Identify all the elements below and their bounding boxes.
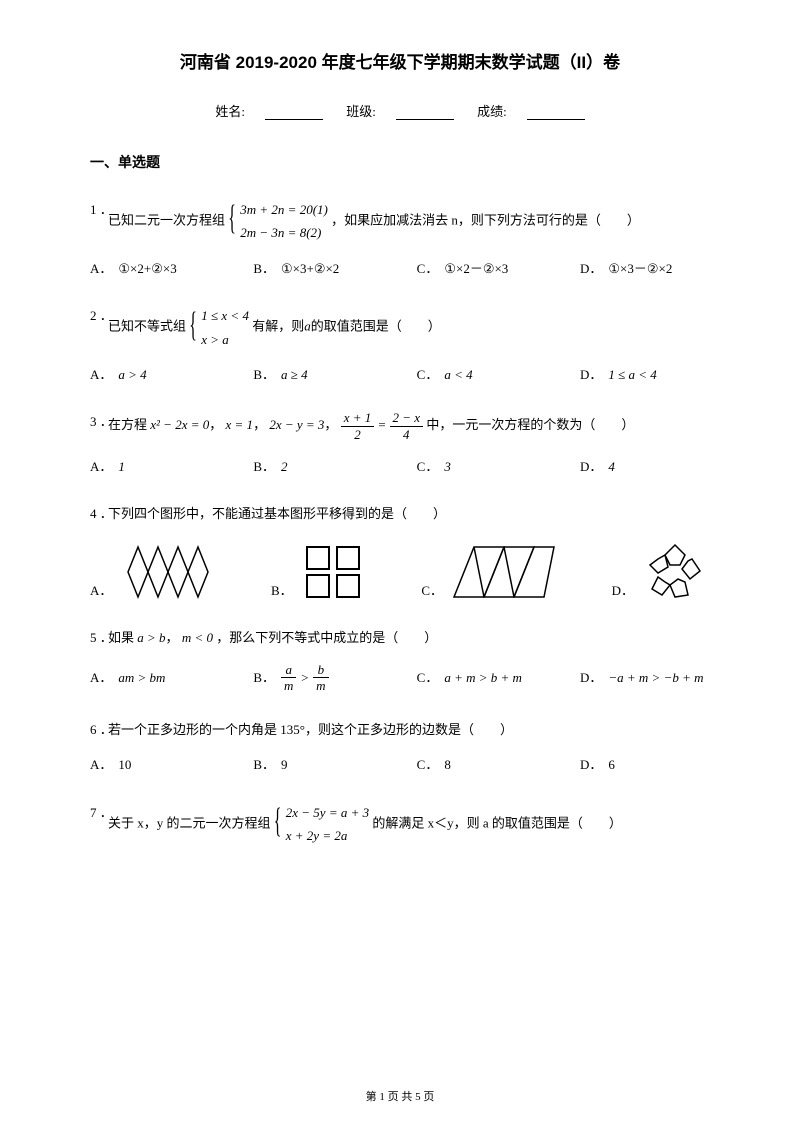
q5-cond2: m < 0	[182, 630, 213, 645]
page-title: 河南省 2019-2020 年度七年级下学期期末数学试题（II）卷	[90, 48, 710, 73]
q3-eq3: 2x − y = 3	[269, 417, 324, 432]
q2-option-d: D．1 ≤ a < 4	[580, 363, 710, 386]
q7-sys2: x + 2y = 2a	[286, 828, 348, 843]
q6-option-a: A．10	[90, 753, 220, 776]
parallelograms-icon	[449, 542, 559, 602]
q1-option-d: D．①×3－②×2	[580, 257, 710, 280]
q3-eq2: x = 1	[226, 417, 254, 432]
q2-pre: 已知不等式组	[108, 319, 186, 334]
question-6: 6 ． 若一个正多边形的一个内角是 135°，则这个正多边形的边数是（ ） A．…	[90, 718, 710, 777]
q6-option-c: C．8	[417, 753, 547, 776]
q5-option-a: A．am > bm	[90, 662, 220, 694]
q3-frac2: 2 − x4	[390, 410, 424, 442]
q5-option-b: B． am > bm	[253, 662, 383, 694]
q5-cond1: a > b	[137, 630, 165, 645]
q7-num: 7 ．	[90, 801, 113, 824]
q3-option-a: A．1	[90, 455, 220, 478]
class-label: 班级:	[346, 104, 376, 119]
four-rects-icon	[299, 542, 369, 602]
q3-frac1: x + 12	[341, 410, 375, 442]
q1-post: ，如果应加减法消去 n，则下列方法可行的是（ ）	[331, 212, 640, 227]
star-pentagons-icon	[640, 537, 710, 602]
q6-text: 若一个正多边形的一个内角是 135°，则这个正多边形的边数是（ ）	[108, 722, 513, 737]
class-blank	[396, 106, 454, 120]
q3-option-b: B．2	[253, 455, 383, 478]
question-1: 1 ． 已知二元一次方程组 3m + 2n = 20(1) 2m − 3n = …	[90, 198, 710, 280]
q1-pre: 已知二元一次方程组	[108, 212, 225, 227]
q2-post1: 有解，则	[252, 319, 304, 334]
q4-option-a: A．	[90, 542, 218, 602]
q2-num: 2 ．	[90, 304, 113, 327]
q1-sys1: 3m + 2n = 20(1)	[240, 202, 328, 217]
score-blank	[527, 106, 585, 120]
q7-sys1: 2x − 5y = a + 3	[286, 805, 369, 820]
name-label: 姓名:	[215, 104, 245, 119]
page-footer: 第 1 页 共 5 页	[0, 1088, 800, 1104]
q1-sys2: 2m − 3n = 8(2)	[240, 225, 321, 240]
q3-eq1: x² − 2x = 0	[150, 417, 209, 432]
score-label: 成绩:	[477, 104, 507, 119]
q2-system: 1 ≤ x < 4 x > a	[189, 304, 249, 351]
q2-post2: 的取值范围是（ ）	[311, 319, 441, 334]
q4-option-b: B．	[271, 542, 369, 602]
q3-pre: 在方程	[108, 417, 147, 432]
q1-option-c: C．①×2－②×3	[417, 257, 547, 280]
q4-option-d: D．	[612, 537, 710, 602]
q5-post: ，那么下列不等式中成立的是（ ）	[216, 630, 437, 645]
q4-num: 4 ．	[90, 502, 113, 525]
q7-system: 2x − 5y = a + 3 x + 2y = 2a	[274, 801, 369, 848]
q1-num: 1 ．	[90, 198, 113, 221]
q7-pre: 关于 x，y 的二元一次方程组	[108, 815, 271, 830]
q4-option-c: C．	[421, 542, 559, 602]
q2-option-a: A．a > 4	[90, 363, 220, 386]
q2-sys2: x > a	[201, 332, 229, 347]
q1-option-a: A．①×2+②×3	[90, 257, 220, 280]
q3-option-d: D．4	[580, 455, 710, 478]
q3-option-c: C．3	[417, 455, 547, 478]
q2-option-b: B．a ≥ 4	[253, 363, 383, 386]
diamond-row-icon	[118, 542, 218, 602]
q5-option-d: D．−a + m > −b + m	[580, 662, 710, 694]
q7-post: 的解满足 x＜y，则 a 的取值范围是（ ）	[372, 815, 622, 830]
question-5: 5 ． 如果 a > b， m < 0 ，那么下列不等式中成立的是（ ） A．a…	[90, 626, 710, 694]
name-blank	[265, 106, 323, 120]
q6-option-b: B．9	[253, 753, 383, 776]
q4-text: 下列四个图形中，不能通过基本图形平移得到的是（ ）	[108, 506, 446, 521]
q5-num: 5 ．	[90, 626, 113, 649]
info-line: 姓名: 班级: 成绩:	[90, 101, 710, 120]
q3-post: 中，一元一次方程的个数为（ ）	[426, 417, 634, 432]
question-3: 3 ． 在方程 x² − 2x = 0， x = 1， 2x − y = 3， …	[90, 410, 710, 478]
q3-num: 3 ．	[90, 410, 113, 433]
question-4: 4 ． 下列四个图形中，不能通过基本图形平移得到的是（ ） A． B．	[90, 502, 710, 602]
q2-sys1: 1 ≤ x < 4	[201, 308, 249, 323]
q1-option-b: B．①×3+②×2	[253, 257, 383, 280]
question-7: 7 ． 关于 x，y 的二元一次方程组 2x − 5y = a + 3 x + …	[90, 801, 710, 848]
q6-option-d: D．6	[580, 753, 710, 776]
q2-option-c: C．a < 4	[417, 363, 547, 386]
q5-option-c: C．a + m > b + m	[417, 662, 547, 694]
section-heading: 一、单选题	[90, 152, 710, 172]
q6-num: 6 ．	[90, 718, 113, 741]
q1-system: 3m + 2n = 20(1) 2m − 3n = 8(2)	[228, 198, 328, 245]
question-2: 2 ． 已知不等式组 1 ≤ x < 4 x > a 有解，则a的取值范围是（ …	[90, 304, 710, 386]
